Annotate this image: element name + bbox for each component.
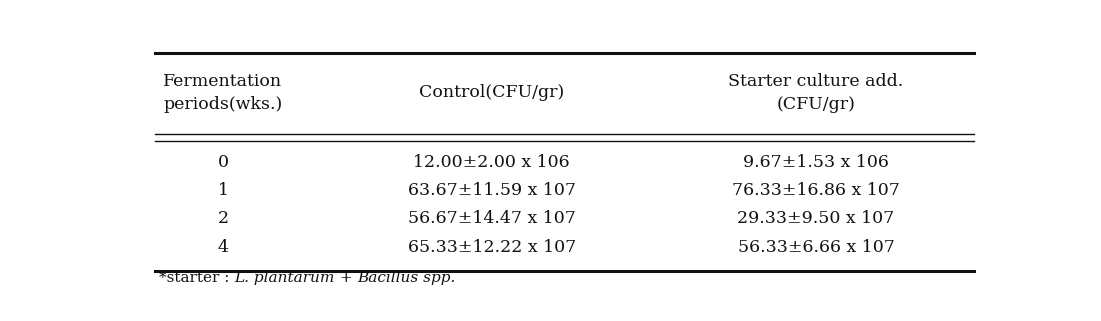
- Text: Fermentation
periods(wks.): Fermentation periods(wks.): [163, 73, 283, 113]
- Text: 65.33±12.22 x 107: 65.33±12.22 x 107: [407, 239, 576, 256]
- Text: 4: 4: [218, 239, 228, 256]
- Text: +: +: [335, 271, 357, 285]
- Text: Starter culture add.
(CFU/gr): Starter culture add. (CFU/gr): [729, 73, 904, 113]
- Text: 12.00±2.00 x 106: 12.00±2.00 x 106: [413, 154, 570, 170]
- Text: 29.33±9.50 x 107: 29.33±9.50 x 107: [738, 211, 895, 228]
- Text: 56.33±6.66 x 107: 56.33±6.66 x 107: [738, 239, 894, 256]
- Text: 76.33±16.86 x 107: 76.33±16.86 x 107: [732, 182, 900, 199]
- Text: L. plantarum: L. plantarum: [235, 271, 335, 285]
- Text: 1: 1: [218, 182, 228, 199]
- Text: 63.67±11.59 x 107: 63.67±11.59 x 107: [407, 182, 576, 199]
- Text: 0: 0: [218, 154, 228, 170]
- Text: 2: 2: [217, 211, 229, 228]
- Text: 56.67±14.47 x 107: 56.67±14.47 x 107: [407, 211, 576, 228]
- Text: *starter :: *starter :: [159, 271, 235, 285]
- Text: Control(CFU/gr): Control(CFU/gr): [419, 84, 565, 101]
- Text: Bacillus spp.: Bacillus spp.: [357, 271, 456, 285]
- Text: 9.67±1.53 x 106: 9.67±1.53 x 106: [743, 154, 889, 170]
